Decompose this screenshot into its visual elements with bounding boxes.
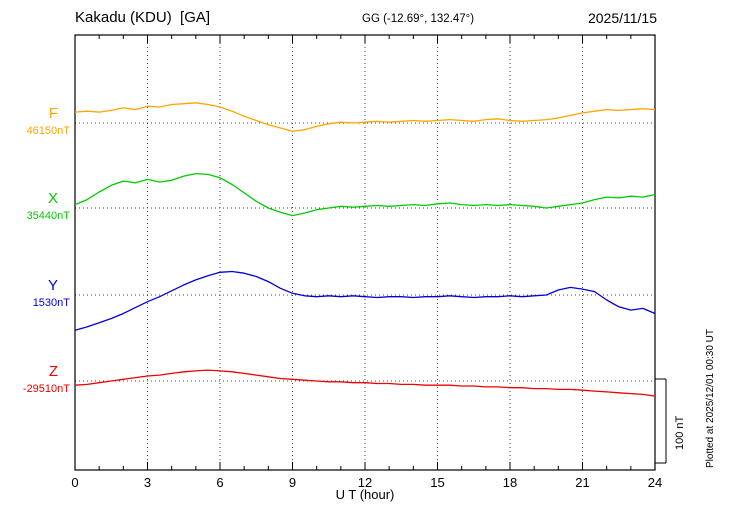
x-tick-label: 3 xyxy=(144,475,151,490)
plot-date: 2025/11/15 xyxy=(587,10,657,26)
x-tick-label: 15 xyxy=(430,475,444,490)
x-tick-label: 18 xyxy=(503,475,517,490)
series-baseline-X: 35440nT xyxy=(26,210,70,222)
series-label-Y: Y xyxy=(47,277,58,294)
geographic-coordinates: GG (-12.69°, 132.47°) xyxy=(362,13,475,25)
station-title: Kakadu (KDU) [GA] xyxy=(75,9,211,26)
x-tick-label: 12 xyxy=(358,475,372,490)
x-axis-label: U T (hour) xyxy=(335,487,395,502)
series-baseline-Y: 1530nT xyxy=(32,297,70,309)
x-tick-label: 0 xyxy=(71,475,78,490)
series-label-Z: Z xyxy=(48,363,58,380)
trace-Y xyxy=(74,270,656,331)
x-tick-label: 9 xyxy=(289,475,296,490)
trace-X xyxy=(74,172,656,217)
scale-bar-label: 100 nT xyxy=(674,415,686,450)
x-tick-label: 21 xyxy=(575,475,589,490)
series-label-F: F xyxy=(48,105,58,122)
series-baseline-F: 46150nT xyxy=(26,125,70,137)
trace-F xyxy=(74,102,656,133)
x-tick-label: 6 xyxy=(216,475,223,490)
plotted-timestamp-note: Plotted at 2025/12/01 00:30 UT xyxy=(705,329,716,468)
plot-frame xyxy=(74,34,656,471)
trace-Z xyxy=(74,369,656,397)
series-baseline-Z: -29510nT xyxy=(22,383,70,395)
x-tick-label: 24 xyxy=(648,475,662,490)
series-label-X: X xyxy=(47,190,58,207)
